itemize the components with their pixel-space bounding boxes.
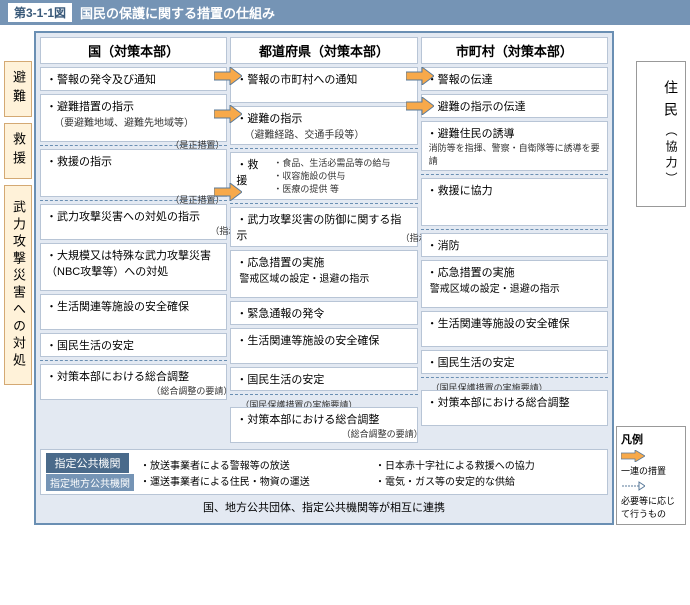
cell-m2: 避難の指示の伝達: [421, 94, 608, 118]
grid-area: 国（対策本部） 警報の発令及び通知 避難措置の指示 （要避難地域、避難先地域等）…: [34, 31, 614, 525]
cell-n1: 警報の発令及び通知: [40, 67, 227, 91]
figure-title: 国民の保護に関する措置の仕組み: [80, 3, 275, 22]
cell-n6: 生活関連等施設の安全確保: [40, 294, 227, 330]
cell-p8: 国民生活の安定: [230, 367, 417, 391]
cell-p9: 対策本部における総合調整 （総合調整の要請）: [230, 407, 417, 443]
cell-m8: 国民生活の安定: [421, 350, 608, 374]
left-category-labels: 避難 救援 武力攻撃災害への対処: [4, 31, 32, 525]
cell-m6: 応急措置の実施 警戒区域の設定・退避の指示: [421, 260, 608, 308]
cell-n3: 救援の指示 （是正措置）: [40, 149, 227, 197]
cell-p2: 避難の指示 （避難経路、交通手段等）: [230, 106, 417, 145]
col-national: 国（対策本部） 警報の発令及び通知 避難措置の指示 （要避難地域、避難先地域等）…: [40, 37, 227, 446]
cell-p5: 応急措置の実施 警戒区域の設定・退避の指示: [230, 250, 417, 298]
header-prefecture: 都道府県（対策本部）: [230, 37, 417, 64]
arrow-icon: [214, 183, 242, 201]
note-chosei2: （総合調整の要請）: [342, 427, 423, 440]
main-container: 避難 救援 武力攻撃災害への対処 国（対策本部） 警報の発令及び通知 避難措置の…: [0, 25, 690, 529]
cell-m4: 救援に協力: [421, 178, 608, 226]
legend-title: 凡例: [621, 431, 681, 447]
right-side: 住民（協力） 凡例 一連の措置 必要等に応じて行うもの: [616, 31, 686, 525]
cell-m9: 対策本部における総合調整: [421, 390, 608, 426]
cell-n7: 国民生活の安定: [40, 333, 227, 357]
cell-n8: 対策本部における総合調整 （総合調整の要請）: [40, 364, 227, 400]
cell-p6: 緊急通報の発令: [230, 301, 417, 325]
cell-p4: 武力攻撃災害の防御に関する指示 （指示）: [230, 207, 417, 247]
cell-n2: 避難措置の指示 （要避難地域、避難先地域等） （是正措置）: [40, 94, 227, 142]
bottom-items: ・放送事業者による警報等の放送 ・日本赤十字社による救援への協力 ・運送事業者に…: [140, 457, 602, 488]
cell-n4: 武力攻撃災害への対処の指示 （指示）: [40, 204, 227, 240]
arrow-icon: [214, 105, 242, 123]
arrow-icon: [406, 97, 434, 115]
footer-note: 国、地方公共団体、指定公共機関等が相互に連携: [40, 495, 608, 519]
arrow-icon: [406, 67, 434, 85]
cell-p1: 警報の市町村への通知: [230, 67, 417, 103]
figure-number: 第3-1-1図: [8, 3, 72, 22]
residents-label: 住民（協力）: [636, 61, 686, 207]
cell-p7: 生活関連等施設の安全確保: [230, 328, 417, 364]
arrow-icon: [214, 67, 242, 85]
cell-m7: 生活関連等施設の安全確保: [421, 311, 608, 347]
cell-m3: 避難住民の誘導 消防等を指揮、警察・自衛隊等に誘導を要請: [421, 121, 608, 171]
legend-solid-arrow-icon: [621, 450, 645, 462]
header-municipality: 市町村（対策本部）: [421, 37, 608, 64]
cell-n5: 大規模又は特殊な武力攻撃災害（NBC攻撃等）への対処: [40, 243, 227, 291]
legend-dash-arrow-icon: [621, 480, 645, 492]
tag-designated: 指定公共機関: [46, 453, 129, 473]
col-municipality: 市町村（対策本部） 警報の伝達 避難の指示の伝達 避難住民の誘導 消防等を指揮、…: [421, 37, 608, 446]
cell-p3: 救援 ・食品、生活必需品等の給与 ・収容施設の供与 ・医療の提供 等: [230, 152, 417, 200]
col-prefecture: 都道府県（対策本部） 警報の市町村への通知 避難の指示 （避難経路、交通手段等）…: [230, 37, 417, 446]
header-national: 国（対策本部）: [40, 37, 227, 64]
label-evacuation: 避難: [4, 61, 32, 117]
cell-m1: 警報の伝達: [421, 67, 608, 91]
tag-local-designated: 指定地方公共機関: [46, 474, 134, 491]
legend: 凡例 一連の措置 必要等に応じて行うもの: [616, 426, 686, 525]
note-chosei1: （総合調整の要請）: [151, 384, 232, 397]
label-relief: 救援: [4, 123, 32, 179]
cell-m5: 消防: [421, 233, 608, 257]
bottom-public-organs: 指定公共機関 指定地方公共機関 ・放送事業者による警報等の放送 ・日本赤十字社に…: [40, 449, 608, 495]
figure-header: 第3-1-1図 国民の保護に関する措置の仕組み: [0, 0, 690, 25]
label-armed-attack: 武力攻撃災害への対処: [4, 185, 32, 385]
